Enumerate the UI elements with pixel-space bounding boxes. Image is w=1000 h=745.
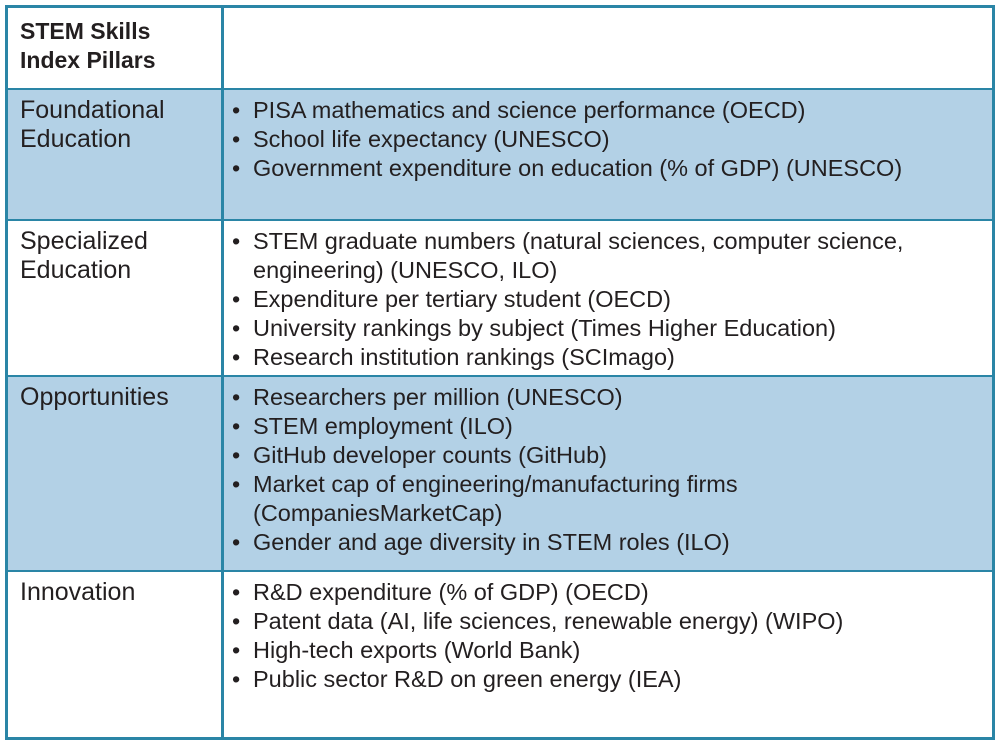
indicator-item: Patent data (AI, life sciences, renewabl… — [232, 607, 988, 636]
pillar-name: Innovation — [20, 578, 136, 606]
pillar-name: Specialized Education — [20, 227, 148, 284]
table-row: Foundational Education PISA mathematics … — [8, 90, 992, 221]
indicator-item: High-tech exports (World Bank) — [232, 636, 988, 665]
indicator-item: Gender and age diversity in STEM roles (… — [232, 528, 988, 557]
table-row: Innovation R&D expenditure (% of GDP) (O… — [8, 572, 992, 737]
indicator-item: Market cap of engineering/manufacturing … — [232, 470, 988, 528]
indicator-item: PISA mathematics and science performance… — [232, 96, 988, 125]
indicator-list: PISA mathematics and science performance… — [232, 96, 988, 183]
column-divider — [221, 8, 224, 737]
indicator-item: GitHub developer counts (GitHub) — [232, 441, 988, 470]
pillar-name: Foundational Education — [20, 96, 165, 153]
indicator-item: R&D expenditure (% of GDP) (OECD) — [232, 578, 988, 607]
indicator-item: Government expenditure on education (% o… — [232, 154, 988, 183]
table-row: Opportunities Researchers per million (U… — [8, 377, 992, 572]
indicator-item: University rankings by subject (Times Hi… — [232, 314, 988, 343]
indicator-list: Researchers per million (UNESCO) STEM em… — [232, 383, 988, 557]
table-row: Specialized Education STEM graduate numb… — [8, 221, 992, 377]
indicator-item: Public sector R&D on green energy (IEA) — [232, 665, 988, 694]
table-header-row: STEM Skills Index Pillars — [8, 8, 992, 90]
indicator-item: School life expectancy (UNESCO) — [232, 125, 988, 154]
header-pillar-label: STEM Skills Index Pillars — [20, 18, 156, 73]
pillars-table: STEM Skills Index Pillars Foundational E… — [5, 5, 995, 740]
indicator-item: Researchers per million (UNESCO) — [232, 383, 988, 412]
indicator-item: Research institution rankings (SCImago) — [232, 343, 988, 372]
indicator-item: STEM employment (ILO) — [232, 412, 988, 441]
indicator-list: STEM graduate numbers (natural sciences,… — [232, 227, 988, 372]
indicator-list: R&D expenditure (% of GDP) (OECD) Patent… — [232, 578, 988, 694]
pillar-name: Opportunities — [20, 383, 169, 411]
indicator-item: STEM graduate numbers (natural sciences,… — [232, 227, 988, 285]
indicator-item: Expenditure per tertiary student (OECD) — [232, 285, 988, 314]
